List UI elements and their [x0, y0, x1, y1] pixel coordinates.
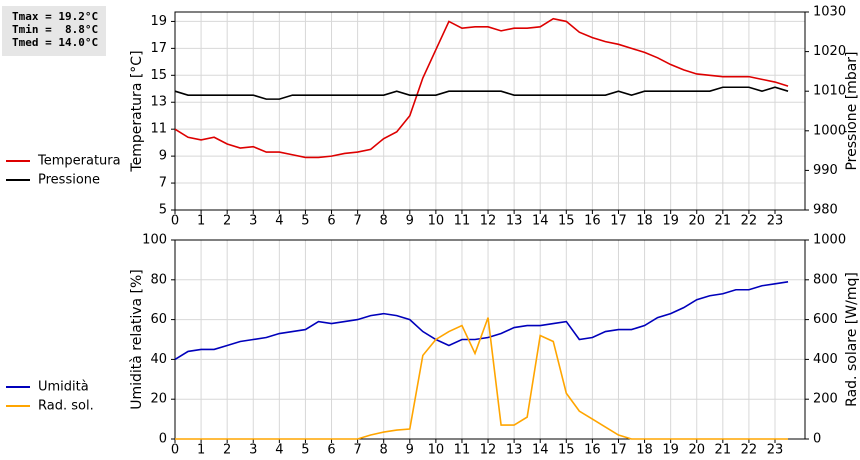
x-tick-label: 6 [327, 214, 335, 229]
x-tick-label: 16 [584, 443, 601, 458]
x-tick-label: 7 [353, 443, 361, 458]
x-tick-label: 14 [532, 214, 549, 229]
x-tick-label: 1 [197, 214, 205, 229]
y-tick-label: 7 [159, 176, 167, 191]
y-axis-label: Umidità relativa [%] [129, 269, 145, 410]
data-line [174, 17, 789, 159]
x-tick-label: 10 [428, 443, 445, 458]
x-tick-label: 0 [171, 443, 179, 458]
legend-label: Rad. sol. [38, 399, 94, 414]
y-tick-label: 9 [159, 149, 167, 164]
x-tick-label: 13 [506, 214, 523, 229]
plot-frame [174, 239, 806, 440]
y2-axis-label: Rad. solare [W/mq] [844, 272, 860, 407]
y2-tick-label: 800 [813, 272, 838, 287]
y2-tick-label: 1030 [813, 5, 846, 20]
x-tick-label: 10 [428, 214, 445, 229]
plot-frame [174, 11, 806, 211]
x-tick-label: 19 [662, 214, 679, 229]
x-tick-label: 17 [610, 443, 627, 458]
x-tick-label: 2 [223, 443, 231, 458]
x-tick-label: 22 [741, 214, 758, 229]
x-tick-label: 8 [380, 214, 388, 229]
x-tick-label: 19 [662, 443, 679, 458]
stat-tmax: Tmax = 19.2°C [12, 10, 98, 23]
x-tick-label: 16 [584, 214, 601, 229]
y-tick-label: 40 [150, 352, 167, 367]
stat-tmed: Tmed = 14.0°C [12, 36, 98, 49]
y2-tick-label: 1000 [813, 233, 846, 248]
data-line [175, 317, 789, 440]
x-tick-label: 0 [171, 214, 179, 229]
x-tick-label: 5 [301, 443, 309, 458]
x-tick-label: 20 [688, 214, 705, 229]
x-tick-label: 13 [506, 443, 523, 458]
y2-tick-label: 400 [813, 352, 838, 367]
x-tick-label: 5 [301, 214, 309, 229]
y-tick-label: 60 [150, 312, 167, 327]
legend-label: Umidità [38, 380, 89, 395]
y2-tick-label: 980 [813, 203, 838, 218]
y-tick-label: 15 [150, 68, 167, 83]
x-tick-label: 20 [688, 443, 705, 458]
x-tick-label: 11 [454, 443, 471, 458]
y2-tick-label: 0 [813, 432, 821, 447]
y-tick-label: 13 [150, 95, 167, 110]
x-tick-label: 9 [406, 214, 414, 229]
x-tick-label: 12 [480, 443, 497, 458]
y2-tick-label: 1020 [813, 44, 846, 59]
x-tick-label: 2 [223, 214, 231, 229]
x-tick-label: 7 [353, 214, 361, 229]
x-tick-label: 21 [715, 443, 732, 458]
x-tick-label: 3 [249, 214, 257, 229]
y-tick-label: 0 [159, 432, 167, 447]
y2-axis-label: Pressione [mbar] [844, 51, 860, 170]
y-tick-label: 20 [150, 392, 167, 407]
x-tick-label: 4 [275, 214, 283, 229]
plot-area [175, 12, 805, 210]
y-tick-label: 100 [142, 233, 167, 248]
x-tick-label: 8 [380, 443, 388, 458]
y-tick-label: 19 [150, 14, 167, 29]
y2-tick-label: 1000 [813, 123, 846, 138]
x-tick-label: 21 [715, 214, 732, 229]
y-tick-label: 80 [150, 272, 167, 287]
x-tick-label: 15 [558, 443, 575, 458]
y2-tick-label: 990 [813, 163, 838, 178]
y-tick-label: 5 [159, 203, 167, 218]
x-tick-label: 15 [558, 214, 575, 229]
legend-label: Pressione [38, 173, 100, 188]
x-tick-label: 4 [275, 443, 283, 458]
x-tick-label: 23 [767, 214, 784, 229]
stats-box [2, 6, 106, 56]
data-line [174, 86, 789, 100]
legend-label: Temperatura [37, 154, 121, 169]
x-tick-label: 18 [636, 443, 653, 458]
x-tick-label: 23 [767, 443, 784, 458]
x-tick-label: 18 [636, 214, 653, 229]
data-line [174, 280, 789, 361]
y-tick-label: 11 [150, 122, 167, 137]
x-tick-label: 11 [454, 214, 471, 229]
x-tick-label: 9 [406, 443, 414, 458]
x-tick-label: 1 [197, 443, 205, 458]
x-tick-label: 14 [532, 443, 549, 458]
stat-tmin: Tmin = 8.8°C [12, 23, 98, 36]
y2-tick-label: 200 [813, 392, 838, 407]
x-tick-label: 3 [249, 443, 257, 458]
y-axis-label: Temperatura [°C] [129, 50, 145, 172]
x-tick-label: 6 [327, 443, 335, 458]
y2-tick-label: 600 [813, 312, 838, 327]
x-tick-label: 22 [741, 443, 758, 458]
y2-tick-label: 1010 [813, 84, 846, 99]
y-tick-label: 17 [150, 41, 167, 56]
x-tick-label: 17 [610, 214, 627, 229]
x-tick-label: 12 [480, 214, 497, 229]
